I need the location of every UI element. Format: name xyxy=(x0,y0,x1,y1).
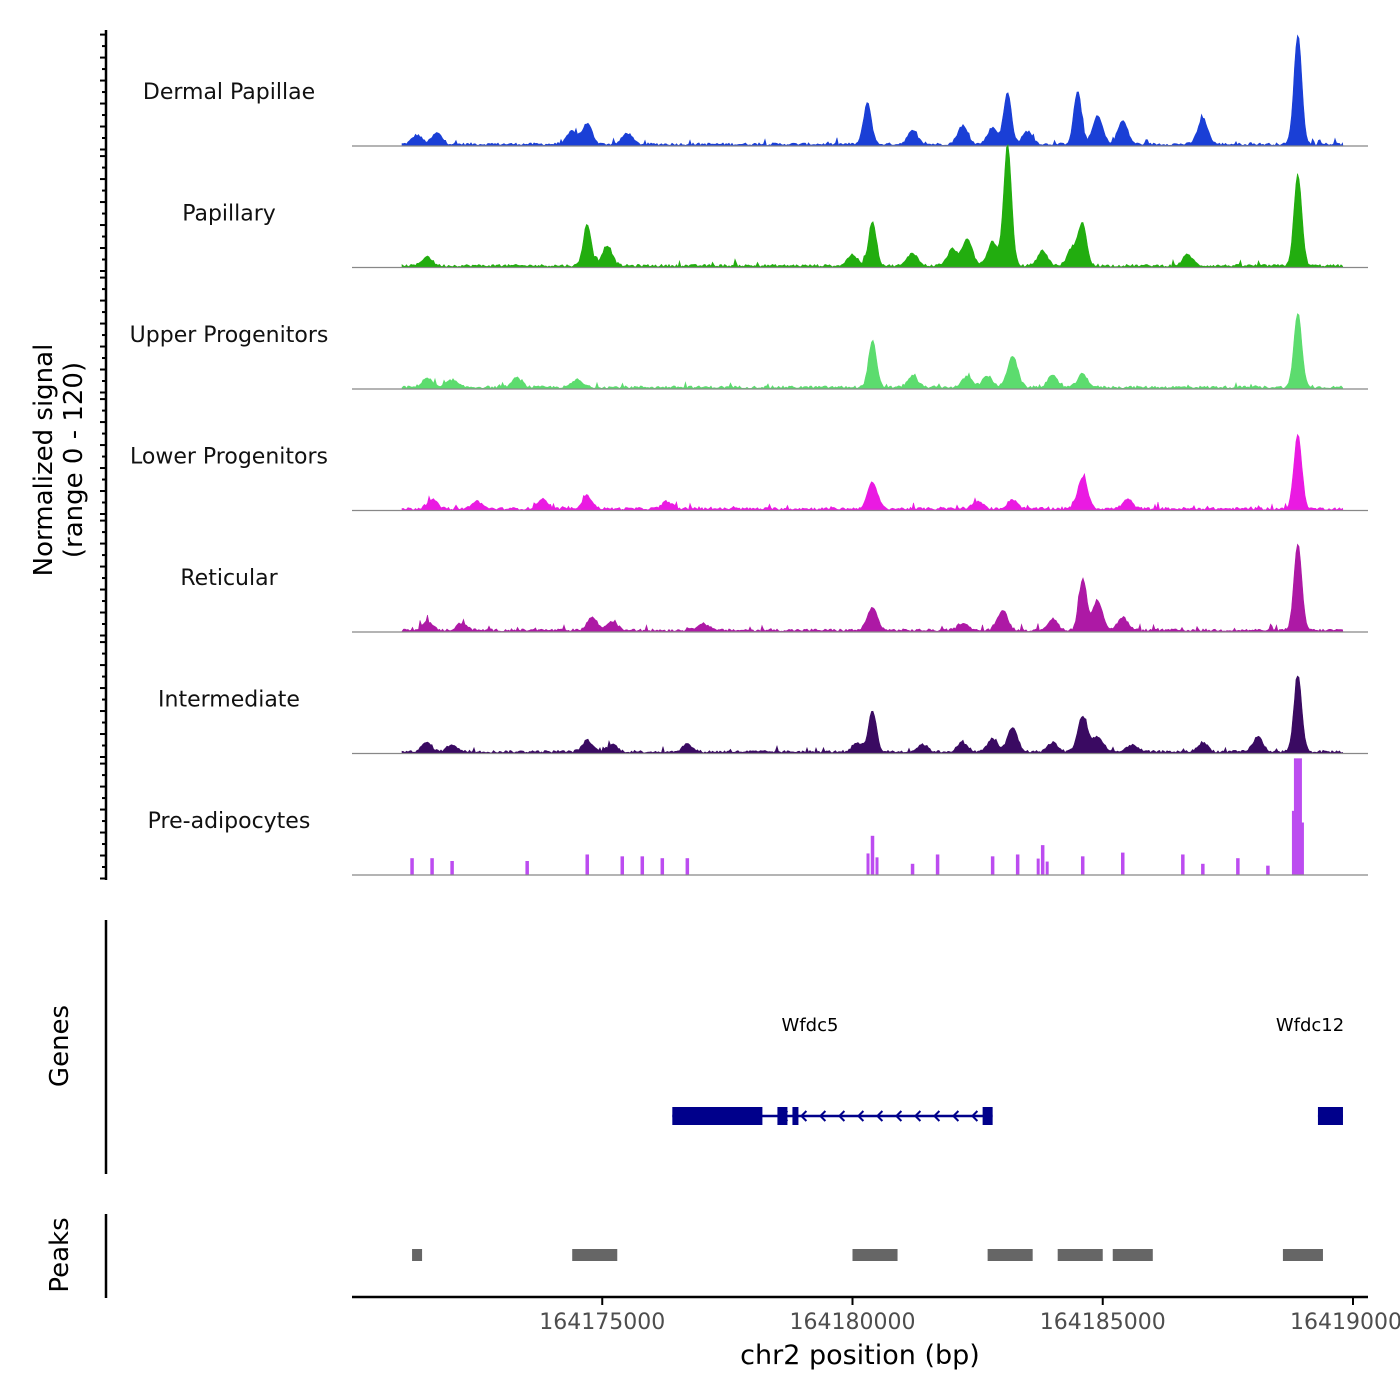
strand-arrow xyxy=(875,1110,884,1122)
track-pre-adipocytes: Pre-adipocytes xyxy=(148,758,1368,876)
x-axis-ticks: 164175000 164180000 164185000 164190000 xyxy=(539,1297,1400,1335)
signal-area xyxy=(401,543,1344,633)
signal-bar xyxy=(1045,861,1049,875)
strand-arrow xyxy=(856,1110,865,1122)
signal-area xyxy=(401,433,1344,511)
track-lower-progenitors: Lower Progenitors xyxy=(130,433,1368,512)
strand-arrow xyxy=(894,1110,903,1122)
signal-bar xyxy=(910,863,915,875)
gene-label: Wfdc12 xyxy=(1276,1015,1344,1036)
track-dermal-papillae: Dermal Papillae xyxy=(143,34,1368,147)
signal-bar xyxy=(1266,865,1270,875)
track-label: Pre-adipocytes xyxy=(148,809,311,834)
x-axis-title: chr2 position (bp) xyxy=(740,1340,980,1371)
gene-wfdc5: Wfdc5 xyxy=(672,1015,993,1125)
track-label: Intermediate xyxy=(158,688,300,713)
signal-bar xyxy=(1040,845,1045,875)
strand-arrow xyxy=(837,1110,846,1122)
strand-arrow xyxy=(913,1110,922,1122)
signal-bar xyxy=(866,853,870,875)
signal-bar xyxy=(935,854,940,875)
strand-arrow xyxy=(818,1110,827,1122)
peak-track xyxy=(412,1249,1323,1261)
track-label: Lower Progenitors xyxy=(130,445,328,470)
signal-area xyxy=(401,143,1344,268)
signal-bar xyxy=(990,856,995,875)
signal-bar xyxy=(1201,863,1205,875)
signal-bar xyxy=(640,856,645,875)
strand-arrow xyxy=(932,1110,941,1122)
signal-bar xyxy=(1181,854,1185,875)
strand-arrow xyxy=(799,1110,808,1122)
signal-bar xyxy=(585,854,589,875)
signal-bar xyxy=(1015,854,1020,875)
coverage-y-axis-title-line2: (range 0 - 120) xyxy=(59,362,89,558)
gene-exon xyxy=(672,1107,763,1125)
x-tick-label: 164185000 xyxy=(1040,1310,1166,1335)
coverage-tracks: Dermal Papillae Papillary Upper Progenitor… xyxy=(130,34,1368,876)
signal-bar xyxy=(685,858,690,875)
signal-bar xyxy=(870,835,875,875)
x-tick-label: 164180000 xyxy=(790,1310,916,1335)
signal-bar xyxy=(1080,856,1085,875)
peak-region xyxy=(987,1249,1033,1261)
track-label: Papillary xyxy=(182,202,276,227)
peak-region xyxy=(572,1249,618,1261)
peak-region xyxy=(1282,1249,1323,1261)
track-label: Reticular xyxy=(180,566,278,591)
signal-bar xyxy=(620,856,625,875)
signal-bar xyxy=(1300,822,1304,875)
strand-arrow xyxy=(970,1110,979,1122)
signal-bar xyxy=(1036,858,1040,875)
peaks-axis-title: Peaks xyxy=(45,1217,75,1292)
coverage-y-axis-title-line1: Normalized signal xyxy=(29,344,59,577)
signal-area xyxy=(401,313,1344,390)
track-label: Dermal Papillae xyxy=(143,80,315,105)
peak-region xyxy=(1057,1249,1103,1261)
peak-region xyxy=(1112,1249,1153,1261)
signal-area xyxy=(401,675,1344,754)
signal-bar xyxy=(450,861,454,875)
gene-track: Wfdc5 Wfdc12 xyxy=(672,1015,1344,1125)
signal-bar xyxy=(1121,852,1125,875)
track-papillary: Papillary xyxy=(182,143,1368,269)
track-reticular: Reticular xyxy=(180,543,1368,633)
signal-area xyxy=(401,34,1344,147)
signal-bar xyxy=(525,861,529,875)
track-intermediate: Intermediate xyxy=(158,675,1368,755)
strand-arrow xyxy=(780,1110,789,1122)
signal-bar xyxy=(875,857,879,875)
x-tick-label: 164190000 xyxy=(1290,1310,1400,1335)
track-label: Upper Progenitors xyxy=(130,323,329,348)
gene-label: Wfdc5 xyxy=(782,1015,839,1036)
genes-axis-title: Genes xyxy=(45,1005,75,1087)
signal-bar xyxy=(1293,758,1302,875)
strand-arrow xyxy=(951,1110,960,1122)
x-tick-label: 164175000 xyxy=(539,1310,665,1335)
coverage-y-ticks xyxy=(100,33,106,880)
peak-region xyxy=(412,1249,423,1261)
peak-region xyxy=(852,1249,898,1261)
gene-exon xyxy=(792,1107,799,1125)
signal-bar xyxy=(1236,858,1240,875)
gene-wfdc12: Wfdc12 xyxy=(1276,1015,1344,1125)
signal-bar xyxy=(430,858,434,875)
signal-bar xyxy=(1291,810,1295,875)
signal-bar xyxy=(660,858,665,875)
gene-exon xyxy=(1317,1107,1343,1125)
track-upper-progenitors: Upper Progenitors xyxy=(130,313,1368,390)
signal-bar xyxy=(410,858,414,875)
gene-exon xyxy=(982,1107,993,1125)
